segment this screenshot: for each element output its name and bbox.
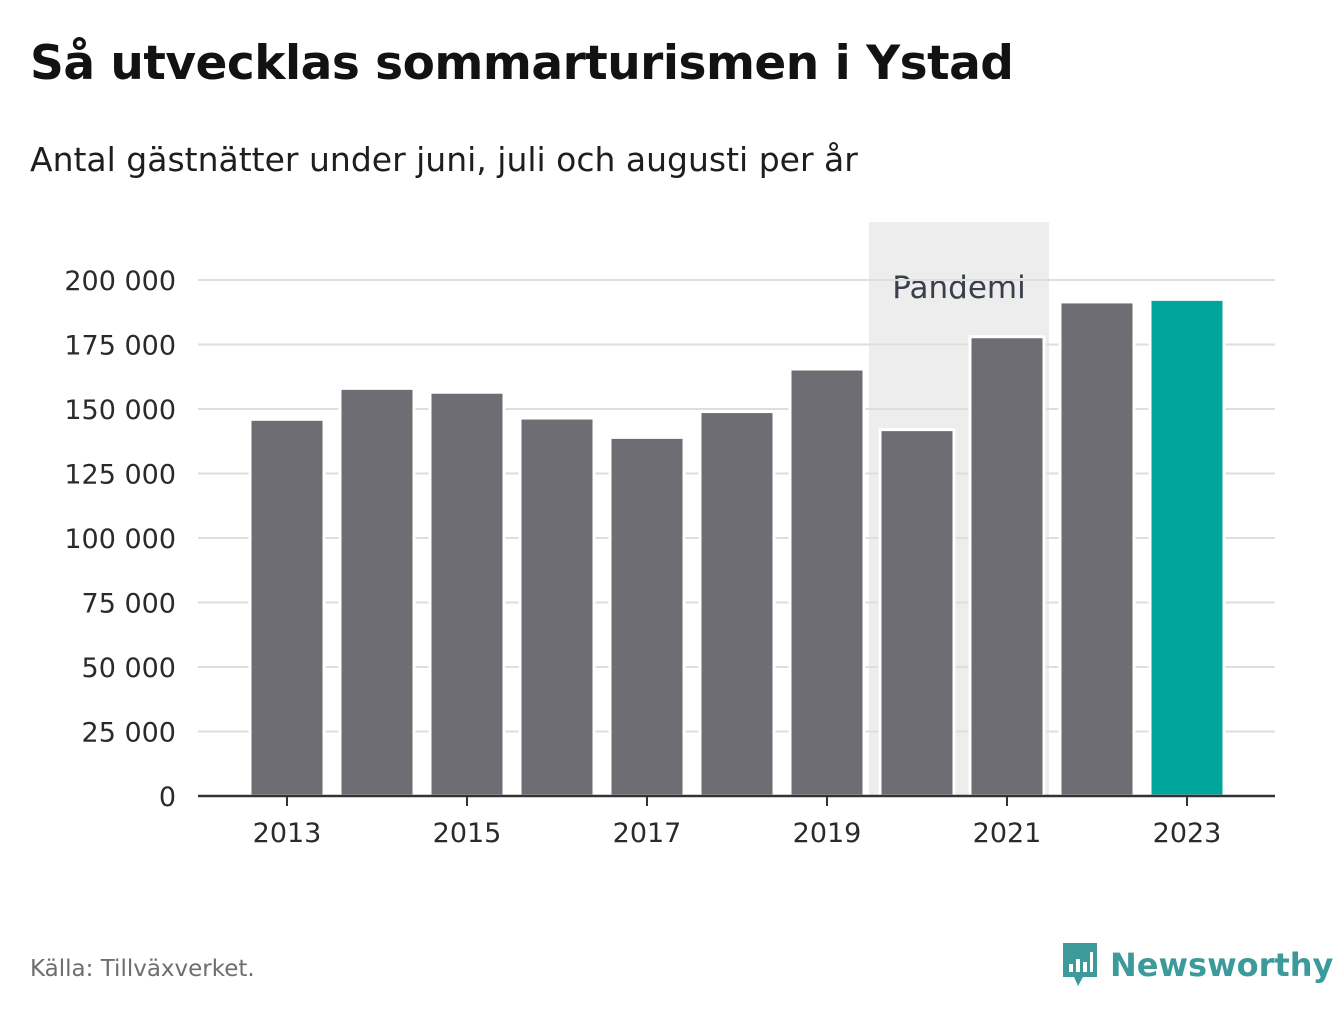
brand-name: Newsworthy bbox=[1110, 946, 1334, 984]
x-tick-label: 2013 bbox=[253, 818, 322, 849]
bar-2013 bbox=[248, 417, 326, 798]
bar-2018 bbox=[698, 410, 776, 798]
bar-2020 bbox=[878, 428, 956, 798]
y-tick-label: 175 000 bbox=[64, 331, 176, 362]
pandemic-label: Pandemi bbox=[892, 270, 1026, 306]
bar-2015 bbox=[428, 390, 506, 798]
y-tick-label: 25 000 bbox=[82, 718, 176, 749]
x-tick-label: 2015 bbox=[433, 818, 502, 849]
bar-2019 bbox=[788, 367, 866, 798]
y-tick-label: 125 000 bbox=[64, 460, 176, 491]
chart-title: Så utvecklas sommarturismen i Ystad bbox=[30, 36, 1014, 91]
bar-2021 bbox=[968, 335, 1046, 798]
x-tick-label: 2023 bbox=[1153, 818, 1222, 849]
bar-2017 bbox=[608, 435, 686, 798]
brand: Newsworthy bbox=[1060, 940, 1333, 990]
y-tick-label: 200 000 bbox=[64, 266, 176, 297]
bar-2022 bbox=[1058, 300, 1136, 798]
bar-2023 bbox=[1148, 297, 1226, 798]
source-note: Källa: Tillväxverket. bbox=[30, 956, 255, 982]
newsworthy-logo-icon bbox=[1063, 943, 1097, 986]
x-tick-label: 2017 bbox=[613, 818, 682, 849]
bar-chart: Pandemi 0 25 000 50 000 75 000 100 000 125 00… bbox=[64, 222, 1275, 849]
chart-subtitle: Antal gästnätter under juni, juli och au… bbox=[30, 140, 858, 179]
bar-2016 bbox=[518, 416, 596, 798]
bar-layer bbox=[248, 297, 1226, 798]
y-tick-label: 75 000 bbox=[82, 589, 176, 620]
y-tick-label: 0 bbox=[159, 782, 176, 813]
y-tick-label: 150 000 bbox=[64, 395, 176, 426]
x-tick-label: 2019 bbox=[793, 818, 862, 849]
axis-layer: 0 25 000 50 000 75 000 100 000 125 000 150 000… bbox=[64, 266, 1275, 849]
x-tick-label: 2021 bbox=[973, 818, 1042, 849]
y-tick-label: 100 000 bbox=[64, 524, 176, 555]
bar-2014 bbox=[338, 386, 416, 798]
y-tick-label: 50 000 bbox=[82, 653, 176, 684]
